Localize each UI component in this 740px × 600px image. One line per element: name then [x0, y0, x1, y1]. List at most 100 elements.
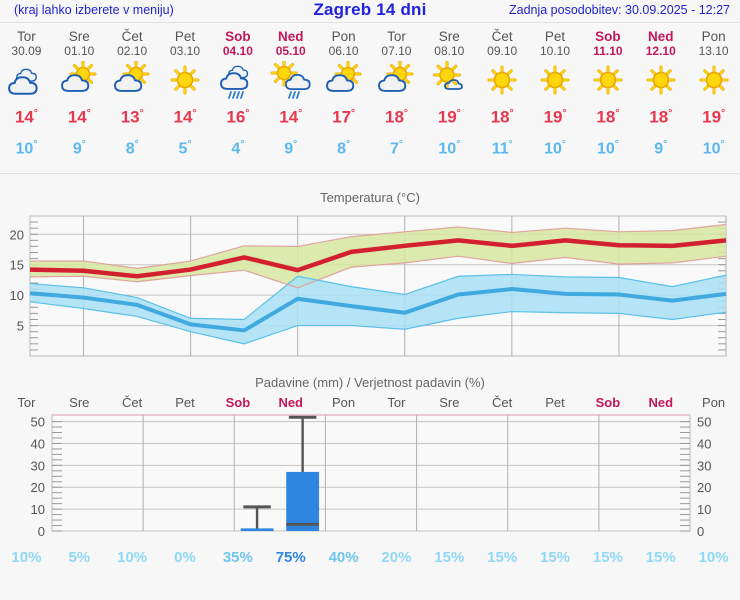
- svg-text:10: 10: [10, 288, 24, 303]
- forecast-day-column[interactable]: Tor 07.10 18° 7°: [370, 23, 423, 173]
- sunny-icon: [163, 61, 207, 99]
- low-temperature: 10°: [597, 135, 619, 158]
- precipitation-probability: 15%: [592, 549, 623, 566]
- high-temperature: 19°: [544, 104, 567, 128]
- high-temperature: 14°: [174, 104, 197, 128]
- low-temperature: 10°: [703, 135, 725, 158]
- precipitation-day-label: Ned: [278, 395, 303, 410]
- svg-text:0: 0: [38, 524, 45, 539]
- forecast-day-column[interactable]: Sre 08.10 19° 10°: [423, 23, 476, 173]
- high-temperature: 18°: [596, 104, 619, 128]
- forecast-day-column[interactable]: Ned 12.10 18° 9°: [634, 23, 687, 173]
- low-temperature: 9°: [284, 135, 297, 158]
- precipitation-day-label: Tor: [17, 395, 36, 410]
- svg-text:0: 0: [697, 524, 704, 539]
- sunny-icon: [586, 61, 630, 99]
- sun-cloud-rain-icon: [269, 61, 313, 99]
- degree-symbol: °: [351, 108, 356, 119]
- precipitation-probability: 15%: [645, 549, 676, 566]
- precipitation-day-label: Sre: [439, 395, 460, 410]
- forecast-day-column[interactable]: Pon 13.10 19° 10°: [687, 23, 740, 173]
- forecast-day-column[interactable]: Pet 03.10 14° 5°: [159, 23, 212, 173]
- svg-text:20: 20: [31, 480, 45, 495]
- day-name: Čet: [121, 29, 143, 44]
- forecast-day-column[interactable]: Čet 09.10 18° 11°: [476, 23, 529, 173]
- precipitation-plot: 0 0 10 10 20 20 30 30 40 40 50 50: [31, 414, 711, 539]
- low-temperature-value: 10: [702, 139, 721, 157]
- degree-symbol: °: [33, 108, 38, 119]
- day-date: 13.10: [698, 44, 729, 58]
- svg-text:30: 30: [31, 458, 45, 473]
- sunny-icon: [480, 61, 524, 99]
- temperature-chart-title: Temperatura (°C): [320, 190, 420, 205]
- day-name: Sre: [438, 29, 460, 44]
- svg-text:40: 40: [697, 436, 711, 451]
- high-temperature: 19°: [702, 104, 725, 128]
- precipitation-day-label: Ned: [648, 395, 674, 410]
- day-name: Pon: [331, 29, 356, 44]
- precipitation-day-label: Čet: [122, 395, 143, 410]
- partly-sunny-icon: [374, 61, 418, 99]
- degree-symbol: °: [298, 108, 303, 119]
- day-name: Čet: [491, 29, 513, 44]
- page-title: Zagreb 14 dni: [313, 0, 427, 19]
- partly-sunny-icon: [57, 61, 101, 99]
- low-temperature: 8°: [126, 135, 139, 158]
- day-name: Sob: [225, 29, 251, 44]
- low-temperature: 8°: [337, 135, 350, 158]
- forecast-day-column[interactable]: Sre 01.10 14° 9°: [53, 23, 106, 173]
- precipitation-day-label: Pon: [332, 395, 356, 410]
- degree-symbol: °: [720, 138, 725, 150]
- day-date: 04.10: [222, 44, 253, 58]
- precipitation-probability-row: 10% 5% 10% 0% 35% 75% 40% 20% 15% 15% 15% 15% 15% 10%: [0, 549, 740, 566]
- degree-symbol: °: [398, 138, 403, 150]
- precipitation-day-label: Čet: [492, 395, 513, 410]
- day-date: 07.10: [381, 44, 412, 58]
- day-name: Ned: [647, 29, 674, 44]
- degree-symbol: °: [561, 138, 566, 150]
- day-name: Pet: [174, 29, 196, 44]
- degree-symbol: °: [139, 108, 144, 119]
- forecast-day-column[interactable]: Pet 10.10 19° 10°: [529, 23, 582, 173]
- high-temperature-value: 19: [702, 107, 722, 127]
- forecast-day-column[interactable]: Tor 30.09 14° 10°: [0, 23, 53, 173]
- low-temperature: 9°: [654, 135, 667, 158]
- high-temperature-value: 18: [490, 107, 510, 127]
- high-temperature: 14°: [279, 104, 302, 128]
- forecast-day-column[interactable]: Sob 04.10 16° 4°: [211, 23, 264, 173]
- degree-symbol: °: [134, 138, 139, 150]
- sunny-icon: [692, 61, 736, 99]
- forecast-day-column[interactable]: Sob 11.10 18° 10°: [581, 23, 634, 173]
- low-temperature: 10°: [16, 135, 38, 158]
- day-date: 03.10: [169, 44, 201, 58]
- low-temperature-value: 11: [491, 139, 509, 157]
- degree-symbol: °: [663, 138, 668, 150]
- svg-text:30: 30: [697, 458, 711, 473]
- degree-symbol: °: [721, 108, 726, 119]
- forecast-day-column[interactable]: Pon 06.10 17° 8°: [317, 23, 370, 173]
- high-temperature: 19°: [438, 104, 461, 128]
- precipitation-probability: 40%: [328, 549, 359, 566]
- high-temperature-value: 14: [173, 107, 193, 127]
- high-temperature: 16°: [226, 104, 249, 128]
- sunny-icon: [533, 61, 577, 99]
- precipitation-chart-title: Padavine (mm) / Verjetnost padavin (%): [255, 375, 485, 390]
- degree-symbol: °: [509, 108, 514, 119]
- precipitation-probability: 20%: [381, 549, 412, 566]
- forecast-day-column[interactable]: Čet 02.10 13° 8°: [106, 23, 159, 173]
- degree-symbol: °: [508, 138, 513, 150]
- low-temperature: 11°: [492, 135, 513, 158]
- degree-symbol: °: [668, 108, 673, 119]
- svg-text:50: 50: [31, 415, 45, 430]
- degree-symbol: °: [33, 138, 38, 150]
- precipitation-probability: 15%: [434, 549, 465, 566]
- high-temperature: 18°: [385, 104, 408, 128]
- high-temperature-value: 17: [332, 107, 352, 127]
- high-temperature-value: 13: [120, 107, 140, 127]
- forecast-day-column[interactable]: Ned 05.10 14° 9°: [264, 23, 317, 173]
- svg-text:20: 20: [697, 480, 711, 495]
- low-temperature: 7°: [390, 135, 403, 158]
- precipitation-day-label: Pon: [702, 395, 726, 410]
- day-name: Pet: [544, 29, 566, 44]
- degree-symbol: °: [81, 138, 86, 150]
